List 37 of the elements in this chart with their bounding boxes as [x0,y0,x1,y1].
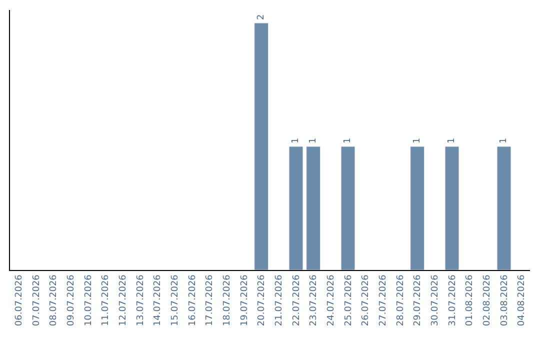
x-tick-label: 14.07.2026 [153,274,164,326]
x-tick-label: 17.07.2026 [205,274,216,326]
x-tick-label: 01.08.2026 [465,274,476,326]
x-tick-label: 04.08.2026 [517,274,528,326]
x-tick-label: 06.07.2026 [14,274,25,326]
x-tick-label: 24.07.2026 [326,274,337,326]
x-tick-label: 23.07.2026 [309,274,320,326]
x-tick-label: 03.08.2026 [500,274,510,326]
x-tick-label: 30.07.2026 [430,274,441,326]
x-tick-label: 16.07.2026 [188,274,198,326]
x-tick-label: 02.08.2026 [482,274,493,326]
x-tick-label: 26.07.2026 [361,274,372,326]
x-tick-label: 12.07.2026 [118,274,129,326]
x-tick-label: 22.07.2026 [292,274,302,326]
data-label: 1 [412,138,422,144]
data-label: 1 [291,138,301,144]
x-tick-label: 27.07.2026 [378,274,389,326]
x-tick-label: 13.07.2026 [136,274,146,326]
data-label: 1 [308,138,318,144]
data-label: 1 [499,138,509,144]
x-tick-label: 10.07.2026 [84,274,94,326]
data-label: 1 [343,138,353,144]
x-tick-label: 15.07.2026 [170,274,181,326]
x-tick-label: 09.07.2026 [66,274,77,326]
data-label: 1 [447,138,457,144]
x-tick-label: 29.07.2026 [413,274,424,326]
x-tick-label: 28.07.2026 [396,274,406,326]
x-tick-label: 20.07.2026 [257,274,268,326]
x-tick-label: 11.07.2026 [101,274,112,326]
x-tick-label: 31.07.2026 [448,274,458,326]
x-tick-label: 19.07.2026 [240,274,250,326]
x-tick-label: 25.07.2026 [344,274,354,326]
x-tick-label: 08.07.2026 [49,274,60,326]
x-tick-label: 07.07.2026 [32,274,42,326]
data-label: 2 [256,14,266,20]
x-tick-label: 21.07.2026 [274,274,285,326]
x-tick-label: 18.07.2026 [222,274,233,326]
